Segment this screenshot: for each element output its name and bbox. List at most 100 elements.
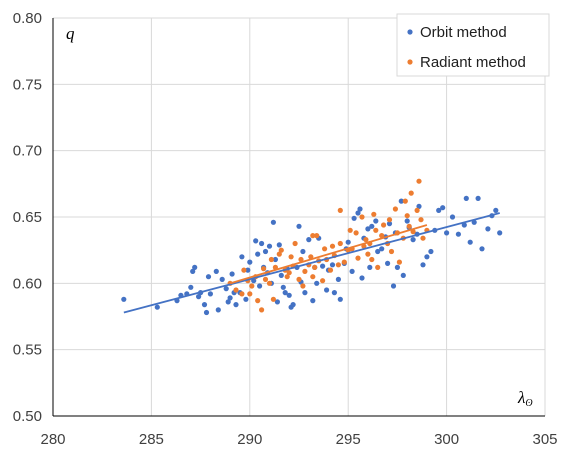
orbit-point — [282, 290, 288, 296]
orbit-point — [367, 264, 373, 270]
radiant-point — [300, 283, 306, 289]
orbit-point — [219, 276, 225, 282]
radiant-point — [241, 267, 247, 273]
x-tick-label: 300 — [434, 431, 459, 448]
radiant-point — [418, 217, 424, 223]
radiant-point — [266, 280, 273, 286]
orbit-point — [229, 271, 235, 277]
radiant-point — [296, 276, 302, 282]
orbit-point — [255, 251, 261, 257]
y-tick-label: 0.60 — [13, 275, 42, 292]
radiant-point — [379, 233, 385, 239]
radiant-point — [414, 207, 420, 213]
orbit-point — [390, 283, 397, 289]
radiant-point — [284, 274, 290, 280]
legend-marker-orbit — [407, 29, 413, 35]
orbit-point — [290, 302, 296, 308]
radiant-point — [270, 296, 276, 302]
radiant-trendline — [229, 224, 428, 285]
axes — [52, 18, 545, 417]
orbit-point — [296, 223, 302, 229]
orbit-point — [286, 292, 292, 298]
y-tick-label: 0.70 — [13, 143, 42, 160]
radiant-point — [278, 247, 284, 253]
radiant-point — [233, 287, 239, 293]
x-tick-label: 285 — [139, 431, 164, 448]
radiant-point — [341, 259, 347, 265]
radiant-point — [286, 270, 292, 276]
orbit-point — [410, 237, 416, 243]
x-tick-label: 290 — [237, 431, 262, 448]
radiant-point — [249, 283, 255, 289]
radiant-point — [268, 256, 274, 263]
data-points — [121, 178, 503, 316]
orbit-point — [300, 248, 306, 255]
radiant-point — [381, 222, 387, 228]
orbit-point — [278, 272, 284, 278]
orbit-point — [310, 298, 316, 304]
radiant-point — [261, 266, 267, 272]
x-tick-label: 280 — [40, 431, 65, 448]
orbit-point — [227, 295, 233, 301]
orbit-point — [404, 218, 410, 224]
orbit-point — [243, 296, 249, 302]
radiant-point — [392, 206, 398, 212]
radiant-point — [363, 237, 369, 243]
legend: Orbit method Radiant method — [396, 13, 550, 77]
legend-box — [396, 13, 550, 77]
radiant-point — [310, 233, 316, 239]
y-axis-title: q — [66, 24, 75, 43]
radiant-point — [420, 235, 426, 241]
radiant-point — [262, 276, 269, 282]
radiant-point — [259, 307, 265, 313]
orbit-point — [373, 218, 379, 224]
radiant-point — [337, 207, 343, 213]
radiant-point — [314, 233, 320, 239]
orbit-point — [225, 299, 231, 305]
radiant-point — [310, 274, 316, 280]
orbit-point — [257, 283, 263, 289]
orbit-point — [337, 296, 343, 302]
orbit-point — [365, 226, 371, 232]
orbit-point — [455, 231, 461, 237]
orbit-point — [188, 284, 194, 290]
radiant-point — [406, 223, 412, 229]
orbit-point — [215, 307, 221, 313]
radiant-point — [365, 251, 371, 257]
radiant-point — [388, 248, 395, 255]
orbit-point — [463, 195, 469, 201]
radiant-point — [402, 198, 408, 204]
orbit-point — [331, 290, 337, 296]
radiant-point — [337, 240, 343, 247]
orbit-point — [493, 207, 499, 213]
orbit-point — [192, 264, 198, 270]
orbit-point — [196, 294, 202, 300]
radiant-point — [292, 240, 298, 247]
orbit-point — [207, 291, 213, 297]
orbit-point — [416, 203, 422, 209]
orbit-point — [355, 210, 361, 216]
radiant-point — [255, 298, 261, 304]
legend-label-orbit: Orbit method — [420, 24, 507, 41]
orbit-point — [259, 240, 265, 247]
orbit-point — [467, 239, 473, 245]
radiant-point — [369, 256, 375, 263]
orbit-point — [428, 248, 434, 255]
orbit-point — [276, 242, 282, 248]
orbit-point — [440, 205, 446, 211]
orbit-point — [349, 268, 355, 274]
radiant-point — [416, 178, 422, 184]
orbit-point — [335, 276, 341, 282]
radiant-point — [276, 251, 282, 257]
orbit-point — [223, 286, 229, 292]
orbit-point — [375, 248, 381, 255]
orbit-point — [398, 198, 404, 204]
orbit-point — [475, 195, 481, 201]
orbit-point — [190, 268, 196, 274]
radiant-point — [312, 264, 318, 270]
gridlines — [53, 17, 546, 416]
orbit-point — [314, 280, 320, 286]
orbit-point — [213, 268, 219, 274]
orbit-point — [253, 238, 259, 244]
orbit-point — [497, 230, 503, 236]
